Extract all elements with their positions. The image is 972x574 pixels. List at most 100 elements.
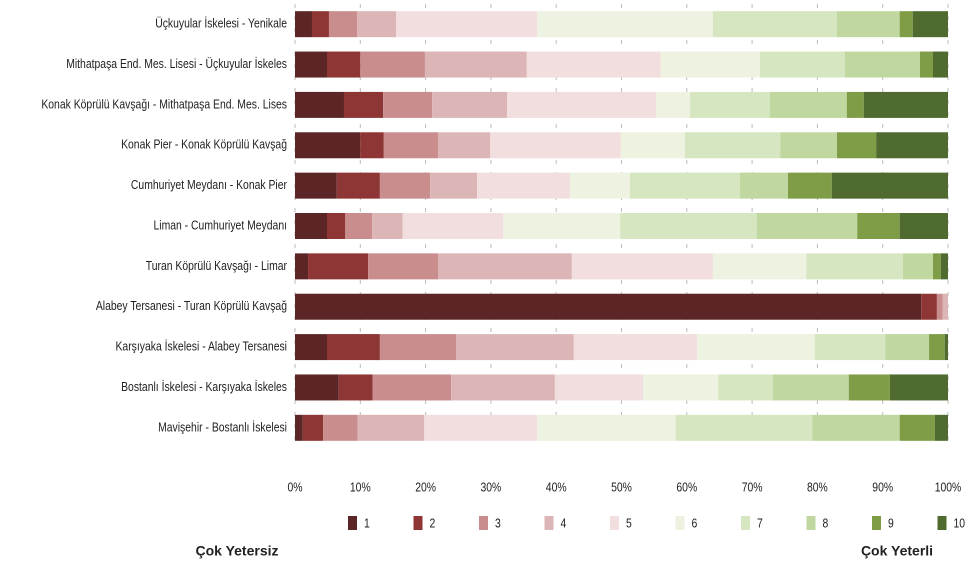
bar-segment: [537, 414, 676, 441]
bar-segment: [569, 172, 630, 199]
bar-segment: [899, 11, 913, 38]
x-tick-label: 90%: [872, 479, 893, 494]
x-tick-label: 0%: [287, 479, 302, 494]
bar-segment: [846, 91, 864, 118]
bar-segment: [675, 414, 813, 441]
bar-segment: [889, 374, 948, 401]
bar-segment: [295, 213, 327, 239]
bar-segment: [660, 51, 760, 78]
bar-segment: [788, 172, 832, 199]
bar-segment: [756, 213, 858, 239]
legend-swatch: [544, 516, 554, 530]
bar-segment: [902, 253, 933, 280]
bar-segment: [620, 213, 757, 239]
bar-segment: [844, 51, 920, 78]
bar-segment: [295, 172, 337, 199]
y-tick-label: Cumhuriyet Meydanı - Konak Pier: [131, 177, 288, 192]
bar-segment: [571, 253, 713, 280]
bar-segment: [451, 374, 555, 401]
bar-segment: [396, 11, 538, 38]
legend-swatch: [479, 516, 488, 530]
bar-segment: [921, 293, 937, 320]
y-tick-label: Mavişehir - Bostanlı İskelesi: [158, 419, 287, 434]
legend-label: 10: [954, 515, 966, 530]
bar-segment: [836, 11, 900, 38]
bar-segment: [357, 11, 397, 38]
bar-segment: [932, 51, 948, 78]
bar-segment: [323, 414, 358, 441]
bar-segment: [424, 414, 538, 441]
bar-segment: [402, 213, 504, 239]
x-tick-label: 50%: [611, 479, 632, 494]
x-tick-label: 70%: [742, 479, 763, 494]
legend-label: 8: [823, 515, 829, 530]
bar-segment: [372, 213, 403, 239]
bar-segment: [477, 172, 570, 199]
bar-segment: [438, 132, 491, 159]
bar-segment: [929, 334, 945, 361]
bar-segment: [345, 213, 373, 239]
bar-segment: [936, 293, 943, 320]
bar-segment: [295, 334, 327, 361]
legend-swatch: [872, 516, 881, 530]
bar-segment: [336, 172, 380, 199]
legend-label: 1: [364, 515, 370, 530]
x-tick-label: 40%: [546, 479, 567, 494]
bar-segment: [932, 253, 941, 280]
bar-segment: [503, 213, 621, 239]
bar-segment: [848, 374, 890, 401]
bar-segment: [326, 334, 380, 361]
legend-label: 4: [561, 515, 567, 530]
bar-segment: [899, 414, 935, 441]
bar-segment: [942, 293, 948, 320]
bar-segment: [360, 132, 384, 159]
y-tick-label: Üçkuyular İskelesi - Yenikale: [155, 16, 287, 31]
bar-segment: [718, 374, 773, 401]
x-tick-label: 30%: [480, 479, 501, 494]
bar-segment: [739, 172, 789, 199]
bar-segment: [326, 51, 361, 78]
bar-segment: [780, 132, 837, 159]
legend-swatch: [806, 516, 816, 530]
bar-segment: [379, 334, 457, 361]
bar-segment: [295, 374, 339, 401]
bar-segment: [759, 51, 845, 78]
bar-segment: [295, 293, 922, 320]
bar-segment: [295, 132, 361, 159]
bar-segment: [772, 374, 849, 401]
bar-segment: [919, 51, 933, 78]
bar-segment: [934, 414, 948, 441]
bar-segment: [697, 334, 815, 361]
bar-segment: [295, 414, 303, 441]
bar-segment: [383, 91, 433, 118]
y-tick-label: Konak Pier - Konak Köprülü Kavşağ: [121, 137, 287, 152]
bar-segment: [806, 253, 903, 280]
bar-segment: [311, 11, 329, 38]
bar-segment: [456, 334, 574, 361]
legend-label: 3: [495, 515, 501, 530]
bar-segment: [643, 374, 719, 401]
legend-swatch: [937, 516, 947, 530]
bar-segment: [812, 414, 900, 441]
bar-segment: [857, 213, 900, 239]
bar-segment: [899, 213, 948, 239]
y-tick-label: Konak Köprülü Kavşağı - Mithatpaşa End. …: [41, 96, 287, 111]
bar-segment: [326, 213, 346, 239]
y-tick-label: Liman - Cumhuriyet Meydanı: [153, 217, 287, 232]
x-tick-label: 60%: [676, 479, 697, 494]
bar-segment: [690, 91, 770, 118]
bar-segment: [831, 172, 948, 199]
bar-segment: [379, 172, 431, 199]
legend-label: 6: [692, 515, 698, 530]
bar-segment: [357, 414, 425, 441]
bar-segment: [343, 91, 384, 118]
bar-segment: [712, 11, 837, 38]
y-tick-label: Turan Köprülü Kavşağı - Limar: [146, 258, 288, 273]
legend-label: 7: [757, 515, 763, 530]
bar-segment: [876, 132, 948, 159]
bar-segment: [526, 51, 661, 78]
bar-segment: [308, 253, 369, 280]
bar-segment: [656, 91, 691, 118]
bar-segment: [863, 91, 948, 118]
bar-segment: [383, 132, 439, 159]
